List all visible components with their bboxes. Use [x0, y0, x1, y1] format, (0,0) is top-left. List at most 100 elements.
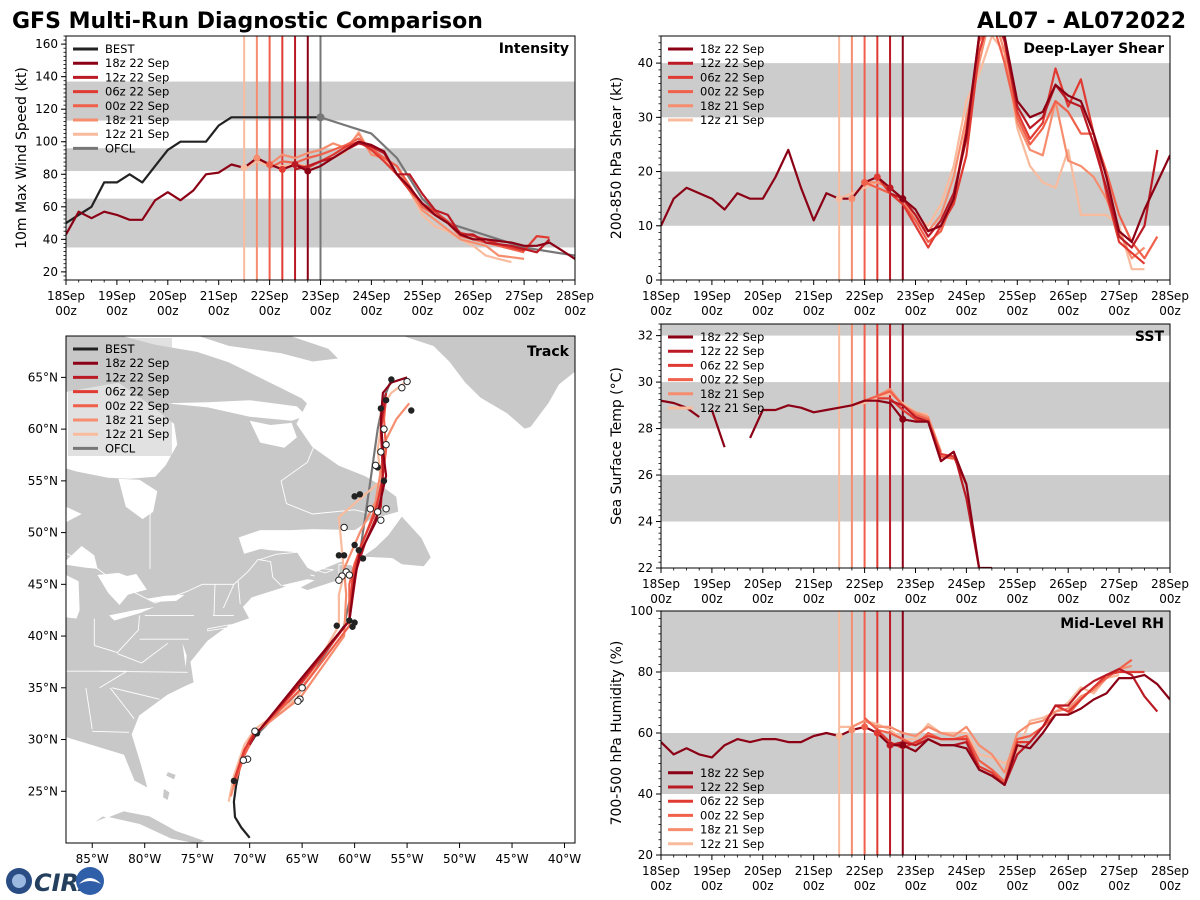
- x-tick-sublabel: 00z: [412, 304, 434, 318]
- border-state-nh-me: [237, 581, 241, 605]
- x-tick-label: 28Sep: [1151, 289, 1189, 303]
- water-gulf-st-lawrence: [254, 517, 385, 572]
- track-marker-open: [373, 508, 382, 516]
- x-tick-label: 21Sep: [795, 864, 833, 878]
- y-axis-label: 200-850 hPa Shear (kt): [609, 77, 625, 239]
- land-bahamas-andros: [162, 787, 171, 802]
- y-axis-label: Sea Surface Temp (°C): [609, 367, 625, 525]
- y-tick-label: 22: [638, 561, 653, 575]
- x-tick-label: 19Sep: [693, 864, 731, 878]
- x-tick-label: 25Sep: [403, 289, 441, 303]
- sst-panel: 22242628303218Sep00z19Sep00z20Sep00z21Se…: [609, 323, 1189, 606]
- series-line-18z-22-sep: [749, 399, 992, 568]
- border-state-ga-fl: [92, 730, 130, 733]
- x-tick-sublabel: 00z: [1108, 879, 1130, 893]
- plot-area: [66, 36, 575, 280]
- shear-panel: 01020304018Sep00z19Sep00z20Sep00z21Sep00…: [609, 35, 1189, 318]
- y-tick-label: 160: [35, 37, 58, 51]
- track-marker-open: [335, 576, 343, 584]
- track-marker-open: [294, 697, 302, 705]
- x-tick-sublabel: 00z: [513, 304, 535, 318]
- track-marker-filled: [382, 396, 390, 404]
- x-tick-label: 18Sep: [47, 289, 85, 303]
- legend-label: 06z 22 Sep: [700, 794, 764, 808]
- legend-label: OFCL: [105, 441, 136, 455]
- legend-label: 00z 22 Sep: [700, 85, 764, 99]
- border-nb-quebec: [260, 550, 308, 560]
- x-tick-label: 21Sep: [795, 289, 833, 303]
- border-state-tn-nc: [99, 670, 128, 689]
- axes-frame: [65, 335, 576, 844]
- series-line-18z-22-sep: [661, 36, 1170, 244]
- legend-label: 18z 22 Sep: [105, 56, 169, 70]
- legend-label: 12z 21 Sep: [105, 427, 169, 441]
- water-bay-of-fundy: [281, 579, 315, 590]
- legend-label: 00z 22 Sep: [700, 373, 764, 387]
- y-tick-label: 30°N: [28, 733, 58, 747]
- track-marker-filled: [380, 477, 388, 485]
- init-marker: [848, 726, 856, 734]
- figure-title: GFS Multi-Run Diagnostic Comparison: [12, 9, 483, 34]
- panel-title: Track: [527, 344, 570, 360]
- x-tick-sublabel: 00z: [157, 304, 179, 318]
- y-tick-label: 32: [638, 329, 653, 343]
- y-tick-label: 60°N: [28, 422, 58, 436]
- x-tick-label: 23Sep: [897, 577, 935, 591]
- legend-label: 18z 22 Sep: [700, 42, 764, 56]
- x-tick-sublabel: 00z: [1159, 592, 1181, 606]
- y-tick-label: 30: [638, 110, 653, 124]
- x-tick-label: 40°W: [548, 852, 581, 866]
- plot-area: [661, 611, 1170, 855]
- x-tick-label: 20Sep: [744, 864, 782, 878]
- track-marker-filled: [377, 405, 385, 412]
- x-tick-sublabel: 00z: [1057, 304, 1079, 318]
- x-tick-sublabel: 00z: [752, 304, 774, 318]
- x-tick-label: 27Sep: [1100, 289, 1138, 303]
- x-tick-sublabel: 00z: [905, 879, 927, 893]
- x-tick-label: 23Sep: [897, 289, 935, 303]
- water-james-bay: [118, 478, 158, 520]
- x-tick-label: 50°W: [443, 852, 476, 866]
- track-marker-open: [380, 425, 388, 433]
- legend-label: 18z 21 Sep: [700, 387, 764, 401]
- legend-label: 12z 22 Sep: [700, 56, 764, 70]
- y-tick-label: 100: [35, 135, 58, 149]
- land-cuba: [91, 810, 207, 843]
- x-tick-label: 20Sep: [149, 289, 187, 303]
- init-marker: [835, 732, 843, 740]
- y-tick-label: 40°N: [28, 629, 58, 643]
- track-marker-filled: [359, 555, 367, 562]
- init-marker: [861, 178, 869, 186]
- init-marker: [899, 741, 907, 749]
- y-tick-label: 20: [43, 265, 58, 279]
- x-tick-label: 75°W: [181, 852, 214, 866]
- x-tick-label: 24Sep: [352, 289, 390, 303]
- land-newfoundland: [359, 515, 432, 568]
- track-marker-open: [377, 448, 385, 456]
- land-baffin: [197, 336, 340, 363]
- legend-bg: [68, 338, 172, 456]
- y-tick-label: 55°N: [28, 474, 58, 488]
- y-tick-label: 0: [645, 273, 653, 287]
- x-tick-label: 19Sep: [693, 289, 731, 303]
- x-tick-label: 28Sep: [556, 289, 594, 303]
- logo-globe-inner-icon: [12, 874, 26, 888]
- x-tick-sublabel: 00z: [259, 304, 281, 318]
- track-marker-filled: [346, 617, 353, 624]
- track-marker-filled: [333, 622, 340, 629]
- x-tick-label: 65°W: [286, 852, 319, 866]
- border-state-sc-ga: [109, 687, 135, 720]
- intensity-panel: 2040608010012014016018Sep00z19Sep00z20Se…: [14, 35, 594, 318]
- x-tick-label: 20Sep: [744, 577, 782, 591]
- panel-title: Intensity: [499, 41, 569, 57]
- border-quebec-labrador: [280, 423, 386, 518]
- water-hudson-strait: [165, 400, 307, 421]
- y-tick-label: 120: [35, 102, 58, 116]
- y-tick-label: 25°N: [28, 784, 58, 798]
- y-tick-label: 50°N: [28, 526, 58, 540]
- x-tick-label: 23Sep: [897, 864, 935, 878]
- y-tick-label: 60: [638, 726, 653, 740]
- y-tick-label: 60: [43, 200, 58, 214]
- track-marker-open: [366, 505, 375, 513]
